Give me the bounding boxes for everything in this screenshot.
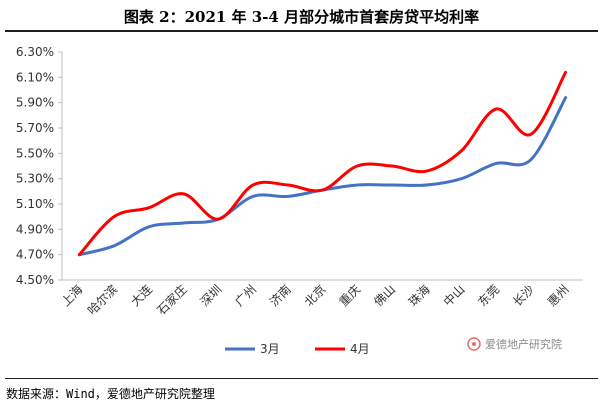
x-tick-label: 北京 — [302, 282, 329, 309]
title-rule — [5, 30, 598, 32]
watermark-logo-dot — [472, 342, 476, 346]
series-line-1 — [77, 96, 568, 257]
x-tick-label: 重庆 — [336, 282, 363, 309]
y-tick-label: 6.10% — [16, 70, 54, 84]
chart-legend: 3月 4月 — [225, 342, 370, 356]
y-tick-label: 5.30% — [16, 172, 54, 186]
x-tick-label: 大连 — [127, 282, 155, 310]
x-tick-label: 东莞 — [475, 282, 502, 309]
y-tick-label: 4.70% — [16, 248, 54, 262]
x-tick-label: 石家庄 — [154, 282, 190, 318]
legend-label-1: 3月 — [260, 342, 280, 356]
watermark-text: 爱德地产研究院 — [485, 337, 562, 351]
y-tick-label: 6.30% — [16, 45, 54, 59]
x-tick-label: 上海 — [58, 282, 86, 310]
y-tick-label: 5.50% — [16, 146, 54, 160]
source-rule — [5, 378, 598, 379]
y-tick-label: 5.90% — [16, 96, 54, 110]
x-tick-label: 珠海 — [405, 282, 433, 310]
series-line-2 — [77, 70, 568, 257]
x-tick-label: 哈尔滨 — [84, 282, 120, 318]
x-tick-label: 深圳 — [198, 282, 225, 309]
chart-series — [77, 70, 568, 257]
x-tick-label: 广州 — [232, 282, 259, 309]
chart-title: 图表 2：2021 年 3-4 月部分城市首套房贷平均利率 — [123, 8, 480, 26]
x-tick-label: 佛山 — [371, 282, 398, 309]
chart-axes: 4.50% 4.70% 4.90% 5.10% 5.30% 5.50% 5.70% 5.90%… — [16, 45, 583, 287]
y-tick-label: 5.70% — [16, 121, 54, 135]
watermark: 爱德地产研究院 — [467, 337, 562, 351]
y-tick-label: 4.90% — [16, 222, 54, 236]
x-tick-label: 中山 — [440, 282, 468, 310]
y-tick-label: 5.10% — [16, 197, 54, 211]
x-tick-label: 济南 — [266, 282, 294, 310]
x-tick-label: 惠州 — [545, 282, 572, 309]
data-source: 数据来源：Wind，爱德地产研究院整理 — [6, 387, 215, 401]
y-tick-label: 4.50% — [16, 273, 54, 287]
x-tick-label: 长沙 — [510, 282, 537, 309]
legend-label-2: 4月 — [350, 342, 370, 356]
x-axis-labels: 上海 哈尔滨 大连 石家庄 深圳 广州 济南 北京 重庆 佛山 珠海 中山 东莞 长沙 惠州 — [58, 282, 572, 318]
watermark-logo-icon — [467, 337, 481, 351]
